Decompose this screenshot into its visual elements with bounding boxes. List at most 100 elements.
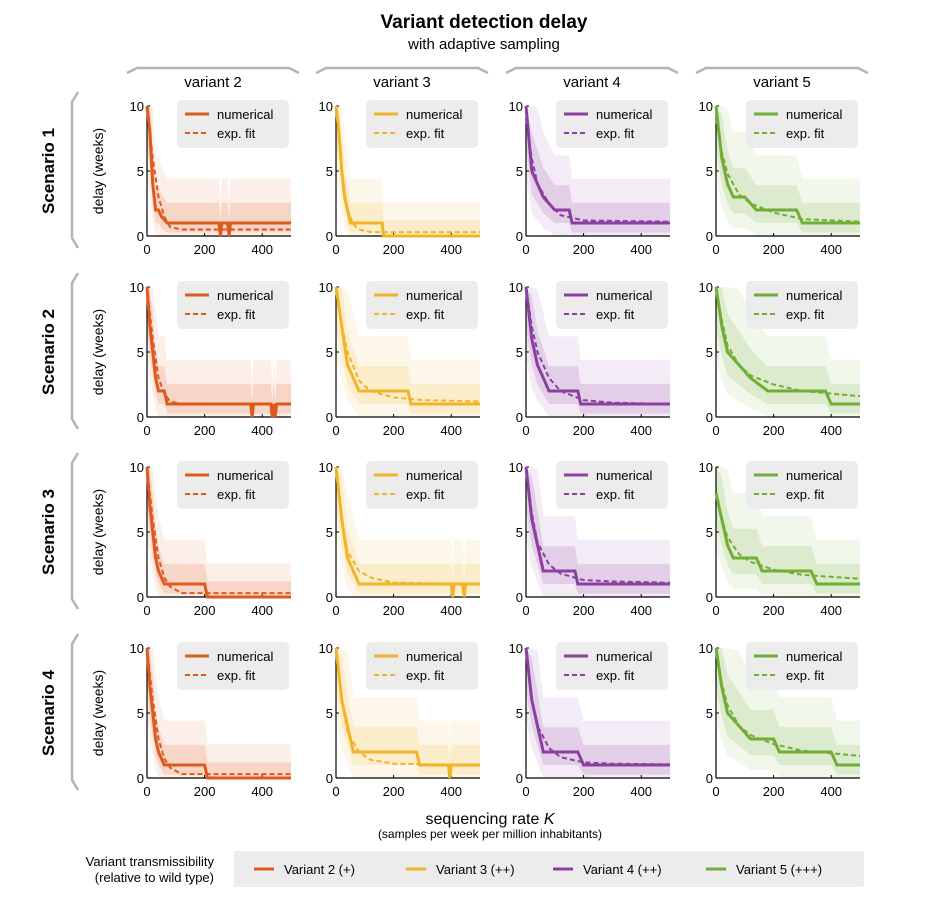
- x-tick-label-400-scenario-1-variant-3: 400: [440, 242, 462, 257]
- y-tick-label-10-scenario-4-variant-5: 10: [699, 641, 713, 656]
- x-tick-label-200-scenario-4-variant-3: 200: [383, 784, 405, 799]
- row-header-scenario-1: Scenario 1: [39, 128, 58, 214]
- legend-box-scenario-4-variant-5: [746, 642, 858, 690]
- legend-numerical-label-scenario-1-variant-3: numerical: [406, 107, 462, 122]
- confidence-band-2-scenario-2-variant-4: [526, 287, 670, 414]
- fit-line-scenario-2-variant-4: [525, 286, 671, 405]
- y-tick-label-5-scenario-4-variant-5: 5: [706, 706, 713, 721]
- row-bracket-scenario-1: [70, 91, 80, 249]
- y-tick-label-10-scenario-2-variant-4: 10: [509, 280, 523, 295]
- confidence-band-2-scenario-2-variant-2: [147, 287, 291, 417]
- x-tick-label-200-scenario-1-variant-5: 200: [763, 242, 785, 257]
- panel-scenario-3-variant-2: 0 5 10 0 200 400 numerical exp. fit: [130, 460, 291, 618]
- legend-box-scenario-4-variant-4: [556, 642, 668, 690]
- x-tick-label-200-scenario-2-variant-5: 200: [763, 423, 785, 438]
- x-axis-label: sequencing rate K: [426, 811, 556, 828]
- legend-fit-label-scenario-3-variant-4: exp. fit: [596, 487, 635, 502]
- x-axis-label-main: sequencing rate: [426, 811, 544, 828]
- row-header-scenario-4: Scenario 4: [39, 669, 58, 756]
- confidence-band-1-scenario-3-variant-4: [526, 467, 670, 597]
- y-tick-label-5-scenario-3-variant-3: 5: [326, 525, 333, 540]
- x-tick-label-0-scenario-1-variant-5: 0: [712, 242, 719, 257]
- x-tick-label-0-scenario-1-variant-4: 0: [522, 242, 529, 257]
- panel-scenario-1-variant-2: 0 5 10 0 200 400 numerical exp. fit: [130, 99, 291, 257]
- confidence-band-2-scenario-3-variant-2: [147, 467, 291, 597]
- y-tick-label-0-scenario-2-variant-5: 0: [706, 410, 713, 425]
- legend-numerical-label-scenario-4-variant-2: numerical: [217, 649, 273, 664]
- numerical-line-scenario-3-variant-3: [334, 466, 480, 598]
- numerical-line-scenario-1-variant-4: [524, 105, 670, 225]
- x-tick-label-200-scenario-1-variant-2: 200: [194, 242, 216, 257]
- numerical-line-scenario-1-variant-2: [145, 105, 291, 237]
- column-header-variant-3: variant 3: [373, 74, 431, 91]
- figure-title: Variant detection delay: [381, 12, 588, 33]
- x-tick-label-200-scenario-2-variant-3: 200: [383, 423, 405, 438]
- x-tick-label-400-scenario-2-variant-2: 400: [251, 423, 273, 438]
- panel-scenario-1-variant-4: 0 5 10 0 200 400 numerical exp. fit: [509, 99, 671, 257]
- legend-box-scenario-2-variant-3: [366, 281, 478, 329]
- bottom-legend-label-variant-2: Variant 2 (+): [284, 862, 355, 877]
- y-tick-label-10-scenario-2-variant-2: 10: [130, 280, 144, 295]
- confidence-band-2-scenario-2-variant-5: [716, 287, 860, 414]
- legend-numerical-label-scenario-2-variant-2: numerical: [217, 288, 273, 303]
- numerical-line-scenario-3-variant-5: [714, 492, 860, 586]
- confidence-band-1-scenario-3-variant-3: [336, 467, 480, 597]
- legend-numerical-label-scenario-3-variant-3: numerical: [406, 468, 462, 483]
- y-tick-label-5-scenario-1-variant-4: 5: [516, 164, 523, 179]
- legend-box-scenario-1-variant-2: [177, 100, 289, 148]
- legend-box-scenario-3-variant-2: [177, 461, 289, 509]
- x-tick-label-200-scenario-3-variant-4: 200: [573, 603, 595, 618]
- legend-fit-label-scenario-2-variant-2: exp. fit: [217, 307, 256, 322]
- numerical-line-scenario-4-variant-3: [334, 647, 480, 779]
- y-axis-label-scenario-4: delay (weeks): [90, 670, 106, 756]
- y-tick-label-5-scenario-3-variant-2: 5: [137, 525, 144, 540]
- legend-box-scenario-3-variant-5: [746, 461, 858, 509]
- legend-numerical-label-scenario-1-variant-2: numerical: [217, 107, 273, 122]
- figure-subtitle: with adaptive sampling: [407, 36, 560, 53]
- panel-scenario-1-variant-5: 0 5 10 0 200 400 numerical exp. fit: [699, 99, 861, 257]
- column-bracket-variant-2: [126, 66, 300, 75]
- y-tick-label-10-scenario-1-variant-2: 10: [130, 99, 144, 114]
- confidence-band-1-scenario-3-variant-2: [147, 467, 291, 597]
- y-tick-label-5-scenario-2-variant-3: 5: [326, 345, 333, 360]
- x-tick-label-200-scenario-4-variant-5: 200: [763, 784, 785, 799]
- x-tick-label-200-scenario-4-variant-2: 200: [194, 784, 216, 799]
- bottom-legend-title-line1: Variant transmissibility: [86, 854, 215, 869]
- column-header-variant-2: variant 2: [184, 74, 242, 91]
- confidence-band-2-scenario-1-variant-4: [526, 106, 670, 233]
- confidence-band-2-scenario-4-variant-4: [526, 648, 670, 775]
- y-tick-label-5-scenario-1-variant-3: 5: [326, 164, 333, 179]
- numerical-line-scenario-4-variant-4: [524, 647, 670, 767]
- confidence-band-2-scenario-4-variant-2: [147, 648, 291, 778]
- row-bracket-scenario-4: [70, 633, 80, 791]
- panel-scenario-4-variant-4: 0 5 10 0 200 400 numerical exp. fit: [509, 641, 671, 799]
- panel-scenario-3-variant-4: 0 5 10 0 200 400 numerical exp. fit: [509, 460, 671, 618]
- legend-numerical-label-scenario-3-variant-2: numerical: [217, 468, 273, 483]
- x-tick-label-200-scenario-3-variant-3: 200: [383, 603, 405, 618]
- bottom-legend: Variant transmissibility (relative to wi…: [86, 851, 864, 887]
- x-tick-label-400-scenario-3-variant-4: 400: [630, 603, 652, 618]
- y-tick-label-0-scenario-4-variant-4: 0: [516, 771, 523, 786]
- y-tick-label-5-scenario-2-variant-5: 5: [706, 345, 713, 360]
- confidence-band-1-scenario-1-variant-3: [336, 106, 480, 236]
- row-bracket-scenario-3: [70, 452, 80, 610]
- row-header-scenario-3: Scenario 3: [39, 489, 58, 575]
- x-tick-label-400-scenario-1-variant-4: 400: [630, 242, 652, 257]
- legend-fit-label-scenario-2-variant-3: exp. fit: [406, 307, 445, 322]
- y-tick-label-5-scenario-1-variant-5: 5: [706, 164, 713, 179]
- confidence-band-2-scenario-3-variant-3: [336, 467, 480, 597]
- confidence-band-1-scenario-4-variant-4: [526, 648, 670, 778]
- y-tick-label-5-scenario-3-variant-4: 5: [516, 525, 523, 540]
- legend-box-scenario-3-variant-4: [556, 461, 668, 509]
- y-axis-label-scenario-3: delay (weeks): [90, 489, 106, 575]
- y-tick-label-0-scenario-1-variant-5: 0: [706, 229, 713, 244]
- y-tick-label-0-scenario-1-variant-2: 0: [137, 229, 144, 244]
- legend-fit-label-scenario-1-variant-4: exp. fit: [596, 126, 635, 141]
- y-tick-label-0-scenario-2-variant-2: 0: [137, 410, 144, 425]
- x-tick-label-0-scenario-4-variant-4: 0: [522, 784, 529, 799]
- x-tick-label-200-scenario-4-variant-4: 200: [573, 784, 595, 799]
- legend-fit-label-scenario-1-variant-5: exp. fit: [786, 126, 825, 141]
- legend-numerical-label-scenario-4-variant-3: numerical: [406, 649, 462, 664]
- y-tick-label-5-scenario-4-variant-2: 5: [137, 706, 144, 721]
